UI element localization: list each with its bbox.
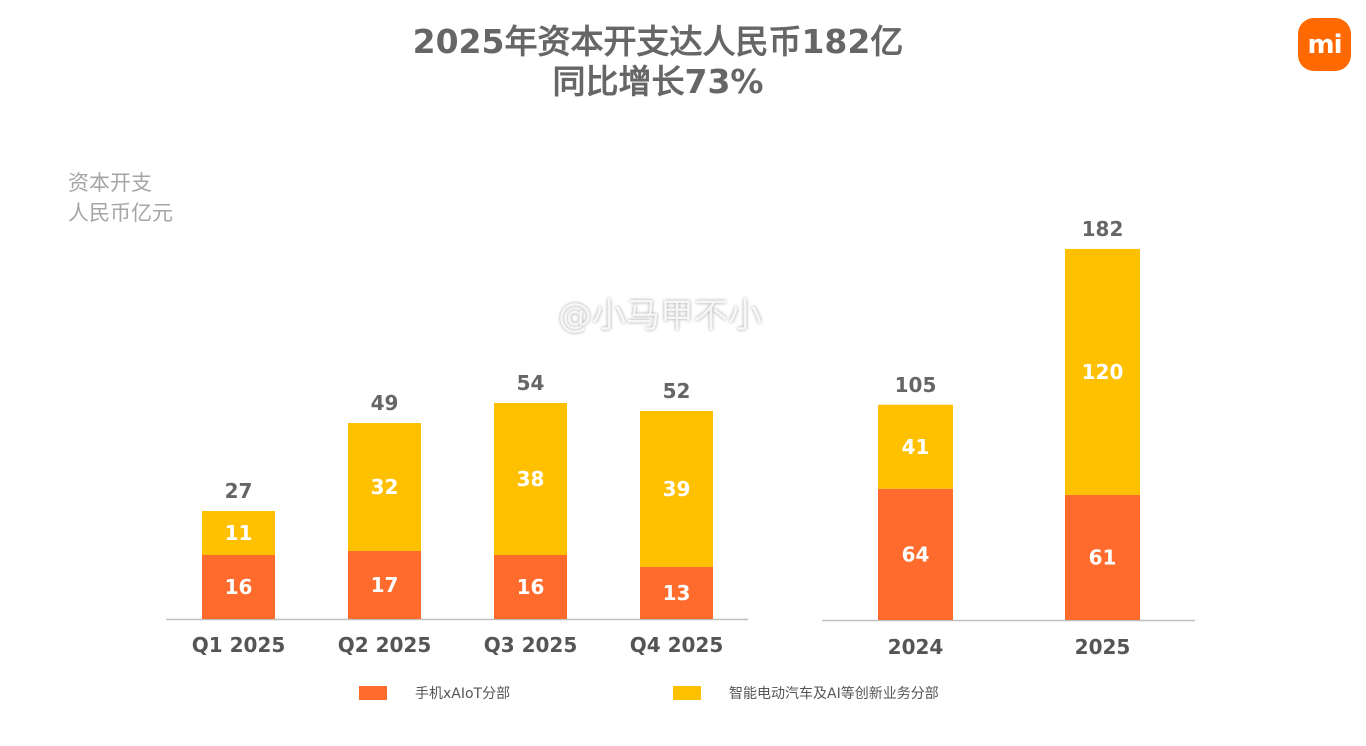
total-label: 49 [371,391,399,415]
bar-segment [640,411,713,567]
bar-segment [640,567,713,619]
bar-segment [878,488,953,620]
data-label: 16 [517,575,545,599]
xiaomi-logo: mi [1298,18,1351,71]
data-label: 32 [371,475,399,499]
category-label: 2025 [1075,635,1131,659]
legend-swatch-ev [673,686,701,700]
y-axis-label-line-1: 资本开支 [68,171,152,195]
data-label: 39 [663,477,691,501]
total-label: 27 [225,479,253,503]
data-label: 120 [1082,360,1124,384]
title-line-2: 同比增长73% [552,62,764,101]
y-axis-label: 资本开支 人民币亿元 [68,168,173,228]
bar-segment [202,511,275,555]
bar-segment [348,551,421,619]
data-label: 61 [1089,545,1117,569]
legend-swatch-phone [359,686,387,700]
data-label: 64 [902,542,930,566]
chart-title: 2025年资本开支达人民币182亿 同比增长73% [0,22,1316,102]
total-label: 52 [663,379,691,403]
logo-text: mi [1307,29,1342,60]
legend-item-phone: 手机xAIoT分部 [359,683,510,703]
category-label: 2024 [888,635,944,659]
data-label: 16 [225,575,253,599]
legend-label-phone: 手机xAIoT分部 [415,686,511,702]
data-label: 17 [371,573,399,597]
watermark: @小马甲不小 [558,296,762,336]
total-label: 182 [1082,217,1124,241]
bar-segment [348,423,421,551]
total-label: 54 [517,371,545,395]
category-label: Q2 2025 [338,633,432,657]
bar-segment [878,404,953,489]
bar-segment [1065,248,1140,495]
category-label: Q4 2025 [630,633,724,657]
data-label: 11 [225,521,253,545]
title-line-1: 2025年资本开支达人民币182亿 [412,22,904,61]
bar-segment [494,555,567,619]
bar-segment [202,555,275,619]
data-label: 13 [663,581,691,605]
legend-item-ev: 智能电动汽车及AI等创新业务分部 [673,683,939,703]
legend-label-ev: 智能电动汽车及AI等创新业务分部 [729,686,939,702]
data-label: 38 [517,467,545,491]
total-label: 105 [895,373,937,397]
y-axis-label-line-2: 人民币亿元 [68,201,173,225]
category-label: Q3 2025 [484,633,578,657]
bar-segment [494,403,567,555]
data-label: 41 [902,435,930,459]
bar-segment [1065,494,1140,620]
category-label: Q1 2025 [192,633,286,657]
